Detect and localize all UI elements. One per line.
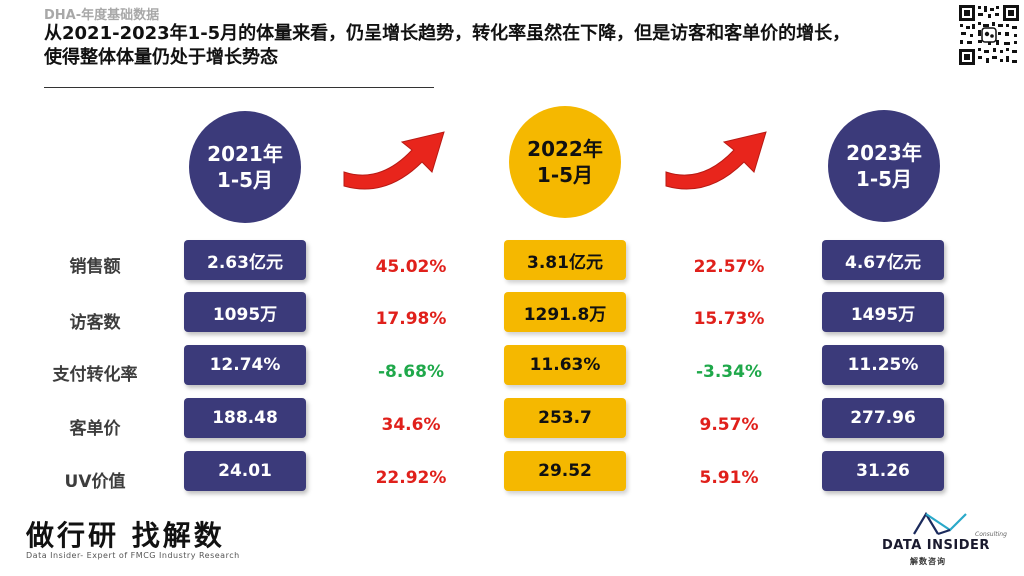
page-subtitle: DHA-年度基础数据: [44, 8, 160, 23]
growth-arrow-icon: [665, 131, 767, 190]
growth-arrow-icon: [343, 131, 445, 190]
value-2022-visitors: 1291.8万: [504, 292, 626, 332]
value-2023-conversion: 11.25%: [822, 345, 944, 385]
growth-2021-2022-visitors: 17.98%: [375, 309, 447, 329]
value-2023-visitors: 1495万: [822, 292, 944, 332]
growth-2021-2022-conversion: -8.68%: [377, 362, 445, 382]
growth-2022-2023-uv-value: 5.91%: [699, 468, 759, 488]
value-2022-avg-order: 253.7: [504, 398, 626, 438]
logo-cn-name: 解数咨询: [910, 557, 946, 566]
page-headline: 从2021-2023年1-5月的体量来看，仍呈增长趋势，转化率虽然在下降，但是访…: [44, 23, 851, 68]
growth-2021-2022-sales: 45.02%: [375, 257, 447, 277]
value-2021-conversion: 12.74%: [184, 345, 306, 385]
growth-2021-2022-uv-value: 22.92%: [375, 468, 447, 488]
logo-consulting-text: Consulting: [975, 531, 1007, 538]
growth-2021-2022-avg-order: 34.6%: [381, 415, 441, 435]
row-label-uv-value: UV价值: [64, 472, 126, 492]
growth-2022-2023-visitors: 15.73%: [693, 309, 765, 329]
row-label-visitors: 访客数: [69, 313, 121, 333]
qr-code-icon: [958, 4, 1020, 66]
year-badge-2023: 2023年 1-5月: [828, 110, 940, 222]
value-2023-sales: 4.67亿元: [822, 240, 944, 280]
value-2022-uv-value: 29.52: [504, 451, 626, 491]
data-insider-logo-icon: [913, 511, 967, 535]
row-label-sales: 销售额: [69, 257, 121, 277]
value-2021-uv-value: 24.01: [184, 451, 306, 491]
growth-2022-2023-avg-order: 9.57%: [699, 415, 759, 435]
value-2022-sales: 3.81亿元: [504, 240, 626, 280]
brand-slogan: 做行研 找解数: [26, 519, 225, 552]
growth-2022-2023-conversion: -3.34%: [695, 362, 763, 382]
growth-2022-2023-sales: 22.57%: [693, 257, 765, 277]
brand-tagline: Data Insider- Expert of FMCG Industry Re…: [26, 551, 240, 560]
year-badge-2022: 2022年 1-5月: [509, 106, 621, 218]
value-2022-conversion: 11.63%: [504, 345, 626, 385]
value-2021-avg-order: 188.48: [184, 398, 306, 438]
row-label-conversion: 支付转化率: [52, 365, 138, 385]
value-2021-visitors: 1095万: [184, 292, 306, 332]
value-2021-sales: 2.63亿元: [184, 240, 306, 280]
headline-divider: [44, 87, 434, 88]
logo-name: DATA INSIDER: [882, 538, 990, 553]
value-2023-avg-order: 277.96: [822, 398, 944, 438]
value-2023-uv-value: 31.26: [822, 451, 944, 491]
year-badge-2021: 2021年 1-5月: [189, 111, 301, 223]
row-label-avg-order: 客单价: [69, 419, 121, 439]
